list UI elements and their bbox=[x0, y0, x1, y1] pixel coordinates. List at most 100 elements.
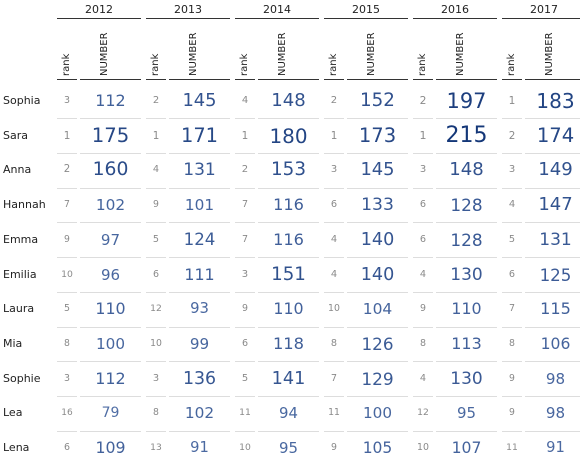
header-rule bbox=[169, 79, 230, 80]
number-cell: 99 bbox=[189, 334, 210, 353]
row-rule bbox=[235, 118, 255, 120]
row-name: Sara bbox=[3, 128, 28, 142]
rank-cell: 7 bbox=[64, 199, 70, 211]
row-rule bbox=[413, 395, 433, 397]
number-cell: 96 bbox=[100, 265, 121, 284]
number-cell: 171 bbox=[180, 123, 219, 147]
rank-cell: 9 bbox=[153, 199, 159, 211]
rank-cell: 1 bbox=[419, 128, 427, 142]
row-rule bbox=[146, 291, 166, 293]
rank-cell: 4 bbox=[508, 199, 516, 211]
sub-header: NUMBER bbox=[277, 32, 288, 76]
number-cell: 215 bbox=[445, 122, 488, 148]
row-rule bbox=[235, 153, 255, 155]
number-cell: 153 bbox=[270, 159, 306, 181]
number-cell: 100 bbox=[362, 404, 393, 423]
rank-cell: 9 bbox=[509, 372, 515, 384]
number-cell: 116 bbox=[273, 229, 304, 249]
number-cell: 128 bbox=[450, 195, 483, 216]
header-rule bbox=[146, 18, 230, 19]
row-rule bbox=[502, 326, 522, 328]
row-rule bbox=[146, 430, 166, 432]
header-rule bbox=[525, 79, 580, 80]
row-rule bbox=[324, 153, 344, 155]
number-cell: 102 bbox=[184, 404, 215, 423]
row-name: Lena bbox=[3, 441, 30, 454]
header-rule bbox=[57, 18, 141, 19]
row-rule bbox=[436, 395, 497, 397]
header-rule bbox=[413, 18, 497, 19]
row-rule bbox=[235, 222, 255, 224]
row-rule bbox=[80, 361, 141, 363]
row-rule bbox=[324, 361, 344, 363]
rank-cell: 1 bbox=[63, 129, 71, 142]
number-cell: 104 bbox=[362, 300, 393, 319]
year-header: 2013 bbox=[174, 3, 202, 16]
row-rule bbox=[258, 118, 319, 120]
rank-cell: 4 bbox=[419, 268, 427, 280]
row-rule bbox=[324, 187, 344, 189]
header-rule bbox=[57, 79, 77, 80]
number-cell: 101 bbox=[184, 196, 215, 215]
row-rule bbox=[146, 153, 166, 155]
rank-cell: 11 bbox=[328, 407, 340, 419]
row-rule bbox=[235, 326, 255, 328]
row-rule bbox=[525, 187, 580, 189]
row-rule bbox=[57, 153, 77, 155]
number-cell: 136 bbox=[182, 368, 217, 389]
row-rule bbox=[235, 430, 255, 432]
rank-cell: 10 bbox=[150, 337, 162, 349]
row-rule bbox=[146, 361, 166, 363]
number-cell: 107 bbox=[451, 438, 482, 457]
header-rule bbox=[235, 18, 319, 19]
header-rule bbox=[413, 79, 433, 80]
rank-cell: 1 bbox=[241, 129, 249, 142]
row-rule bbox=[347, 430, 408, 432]
row-rule bbox=[324, 430, 344, 432]
row-rule bbox=[146, 257, 166, 259]
row-rule bbox=[169, 257, 230, 259]
number-cell: 109 bbox=[95, 438, 126, 457]
rank-cell: 12 bbox=[417, 407, 429, 419]
row-rule bbox=[258, 222, 319, 224]
rank-cell: 10 bbox=[61, 268, 73, 280]
rank-cell: 4 bbox=[330, 233, 338, 245]
row-rule bbox=[502, 291, 522, 293]
row-rule bbox=[169, 153, 230, 155]
sub-header: NUMBER bbox=[366, 32, 377, 76]
row-rule bbox=[347, 187, 408, 189]
row-rule bbox=[258, 395, 319, 397]
row-rule bbox=[235, 291, 255, 293]
header-rule bbox=[324, 18, 408, 19]
row-rule bbox=[235, 187, 255, 189]
number-cell: 110 bbox=[95, 299, 126, 319]
header-rule bbox=[146, 79, 166, 80]
rank-cell: 2 bbox=[63, 164, 71, 176]
number-cell: 115 bbox=[540, 299, 571, 319]
rank-cell: 6 bbox=[419, 233, 427, 245]
row-rule bbox=[80, 222, 141, 224]
row-name: Lea bbox=[3, 406, 23, 420]
header-rule bbox=[80, 79, 141, 80]
row-rule bbox=[502, 361, 522, 363]
row-rule bbox=[146, 187, 166, 189]
row-rule bbox=[258, 291, 319, 293]
row-rule bbox=[502, 222, 522, 224]
rank-cell: 6 bbox=[508, 268, 516, 280]
rank-cell: 8 bbox=[330, 337, 338, 349]
header-rule bbox=[324, 79, 344, 80]
rank-cell: 1 bbox=[152, 129, 160, 142]
rank-cell: 1 bbox=[330, 129, 338, 142]
year-header: 2015 bbox=[352, 3, 380, 16]
row-rule bbox=[436, 222, 497, 224]
row-rule bbox=[258, 153, 319, 155]
number-cell: 147 bbox=[538, 194, 573, 216]
row-rule bbox=[80, 291, 141, 293]
sub-header: rank bbox=[417, 53, 428, 76]
row-rule bbox=[502, 430, 522, 432]
number-cell: 94 bbox=[279, 404, 298, 423]
number-cell: 98 bbox=[545, 369, 566, 388]
row-rule bbox=[436, 187, 497, 189]
row-rule bbox=[57, 326, 77, 328]
row-rule bbox=[80, 153, 141, 155]
